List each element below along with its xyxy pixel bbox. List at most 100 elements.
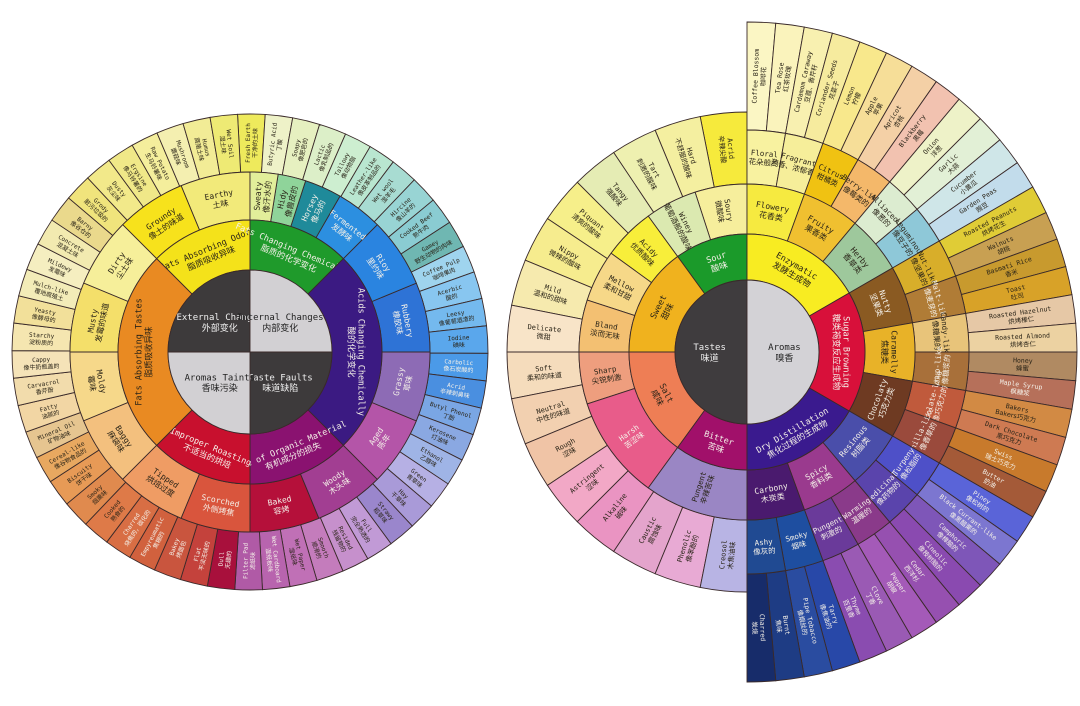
- segment-fermented: Fermented发酵味: [315, 195, 378, 260]
- segment-label: Internal Changes 内部变化: [237, 313, 324, 334]
- label-zh: 香味污染: [202, 382, 238, 394]
- segment-label: Carvacrol香芹酚: [27, 378, 62, 398]
- label-zh: 红茶玫瑰: [781, 65, 793, 92]
- label-en: Sweaty: [252, 181, 263, 211]
- label-zh: 糖类褐变反应生成物: [831, 314, 842, 391]
- segment-fresh-earth: Fresh Earth干净的土味: [237, 113, 266, 173]
- segment-malt-like: Malt-like像麦芽的: [904, 275, 967, 324]
- label-zh: 辛辣尖酸: [717, 135, 729, 164]
- label-en: Syrup-like: [931, 345, 944, 391]
- label-en: Aromas Taints: [185, 373, 255, 383]
- label-en: Acrid: [725, 138, 735, 160]
- segment-dusty: Dusty灰尘味: [87, 159, 144, 221]
- label-zh: 像灰的: [753, 545, 776, 557]
- label-zh: 脂质吸收异味: [144, 326, 155, 378]
- segment-label: Fresh Earth干净的土味: [245, 123, 259, 163]
- segment-label: Filter Pad滤纸味: [243, 543, 257, 580]
- tastes-aromas-wheel: Acrid辛辣尖酸Hard不舒服的酸味Tart刺激的酸味Tangy强酸味Piqu…: [506, 21, 1078, 683]
- segment-label: Smoky烟味: [784, 529, 811, 552]
- segment-label: Ashy像灰的: [752, 537, 776, 557]
- segment-fats-changing-chemically: Fats Changing Chemically脂质的化学变化: [234, 219, 351, 295]
- segment-label: Charred炭烧: [750, 614, 767, 642]
- label-en: Taste Faults: [248, 373, 313, 383]
- segment-smooth: Smooth顺滑的: [300, 517, 344, 581]
- segment-label: Cappy像牛奶瓶盖的: [23, 356, 60, 372]
- segment-hidy: Hidy像兽皮的: [270, 173, 307, 228]
- label-zh: 微酸味: [713, 200, 726, 224]
- segment-label: Flowery花香类: [753, 200, 790, 224]
- segment-hard: Hard不舒服的酸味: [654, 116, 715, 198]
- label-zh: 木炭类: [760, 491, 785, 505]
- label-zh: 湿土味: [218, 135, 228, 154]
- label-zh: 烘烤杏仁: [1010, 339, 1037, 349]
- label-en: Acids Changing Chemically: [356, 288, 366, 416]
- label-zh: 容烤: [273, 503, 291, 516]
- segment-chocolate-like: Chocolate-like像巧克力的: [904, 369, 967, 433]
- segment-dark-chocolate: Dark Chocolate黑巧克力: [955, 408, 1067, 466]
- label-en: Cappy: [32, 356, 51, 364]
- segment-label: Burnt焦味: [773, 615, 791, 637]
- label-zh: 霉味: [86, 375, 99, 393]
- segment-label: Roasted Almond烘烤杏仁: [995, 332, 1051, 350]
- label-en: Charred: [758, 614, 767, 642]
- segment-internal-changes: Internal Changes 内部变化: [237, 269, 333, 353]
- segment-label: Soft柔和的味道: [526, 363, 562, 383]
- label-zh: 滤纸味: [249, 552, 257, 570]
- segment-label: Acids Changing Chemically酸的化学变化: [346, 288, 366, 416]
- segment-phenolic: Phenolic像苯酚的: [654, 506, 715, 588]
- segment-nutty: Nutty坚果类: [848, 267, 913, 333]
- segment-citrus: Citrus柑橘类: [803, 142, 859, 208]
- segment-neutral: Neutral中性的味道: [511, 384, 593, 445]
- label-zh: 内部变化: [262, 322, 298, 334]
- label-zh: 外部变化: [202, 322, 238, 334]
- label-en: Dull: [217, 551, 226, 567]
- segment-label: Honey蜂蜜: [1013, 356, 1033, 373]
- segment-caustic: Caustic腐蚀味: [613, 491, 684, 575]
- label-zh: 碘味: [453, 341, 465, 350]
- segment-aromas-taints: Aromas Taints 香味污染: [167, 351, 255, 435]
- segment-label: Floral花朵般的: [748, 148, 779, 169]
- label-en: Soury: [722, 198, 734, 222]
- segment-clove: Clove丁香: [840, 543, 913, 652]
- segment-astringent: Astringent涩味: [546, 444, 629, 523]
- label-zh: 像牛奶瓶盖的: [23, 362, 59, 372]
- label-zh: 淡而无味: [589, 327, 621, 342]
- label-en: Delicate: [527, 323, 561, 334]
- label-en: Filter Pad: [243, 543, 250, 580]
- segment-label: Moldy霉味: [85, 369, 108, 396]
- segment-dirty: Dirty尘土味: [83, 224, 158, 303]
- segment-label: External Changes 外部变化: [176, 313, 263, 334]
- segment-syrup-like: Syrup-like像糖浆的: [911, 345, 970, 392]
- segment-smoky: Smoky烟熏味: [66, 466, 127, 525]
- segment-wet-paper: Wet Paper湿纸味: [279, 524, 318, 588]
- label-en: Sugar Browning: [841, 316, 851, 388]
- label-zh: 无趣的: [223, 550, 233, 569]
- segment-butyl-phenol: Butyl Phenol丁酚: [418, 393, 482, 436]
- label-zh: 炭烧: [750, 621, 760, 635]
- segment-grody: Grody脏污垃圾的: [67, 177, 128, 237]
- label-en: Humus: [200, 138, 211, 158]
- segment-label: Starchy淀粉质的: [28, 332, 55, 348]
- segment-spicy: Spicy香料类: [786, 441, 856, 511]
- segment-walnuts: Walnuts胡桃: [947, 211, 1058, 277]
- segment-floral: Floral花朵般的: [746, 129, 787, 188]
- label-zh: 像糖浆的: [939, 354, 952, 385]
- segment-basmati-rice: Basmati Rice香米: [955, 238, 1067, 296]
- label-en: Internal Changes: [237, 313, 324, 323]
- label-zh: 尖锐刺激: [591, 371, 623, 386]
- segment-label: Sweaty像汗水的: [252, 180, 273, 213]
- segment-musty: Musty发霉的味道: [69, 282, 129, 353]
- segment-woody: Woody木头味: [299, 444, 378, 519]
- segment-fats-absorbing-odors: Fats Absorbing Odors脂质吸收异味: [156, 219, 257, 295]
- label-zh: 柔和的味道: [527, 370, 563, 382]
- segment-label: Earthy土味: [204, 188, 236, 212]
- label-zh: 像糖果的: [931, 320, 944, 351]
- segment-berry-like: Berry-like像莓类的: [830, 159, 891, 224]
- segment-caramelly: Caramelly焦糖类: [862, 322, 916, 382]
- segment-nut-like: Nut-like像坚果的: [891, 240, 957, 296]
- segment-harsh: Harsh苦涩味: [586, 387, 679, 489]
- label-en: Aromas: [768, 343, 801, 353]
- segment-label: Dull无趣的: [217, 550, 233, 570]
- segment-fragrant: Fragrant芳香、浓郁香气: [770, 132, 824, 195]
- label-zh: 像汗水的: [261, 181, 273, 214]
